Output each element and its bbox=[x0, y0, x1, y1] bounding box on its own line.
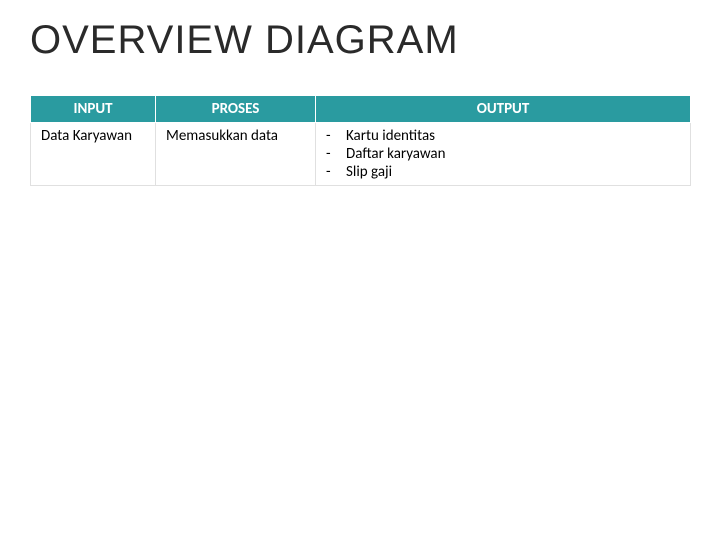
page-title: OVERVIEW DIAGRAM bbox=[30, 18, 459, 63]
cell-output: - Kartu identitas - Daftar karyawan - Sl… bbox=[316, 123, 691, 186]
bullet-icon: - bbox=[326, 127, 334, 145]
cell-proses: Memasukkan data bbox=[156, 123, 316, 186]
output-item: - Kartu identitas bbox=[326, 127, 680, 145]
output-text: Daftar karyawan bbox=[346, 145, 446, 163]
output-text: Slip gaji bbox=[346, 163, 392, 181]
output-item: - Slip gaji bbox=[326, 163, 680, 181]
bullet-icon: - bbox=[326, 145, 334, 163]
col-header-proses: PROSES bbox=[156, 96, 316, 123]
bullet-icon: - bbox=[326, 163, 334, 181]
overview-table: INPUT PROSES OUTPUT Data Karyawan Memasu… bbox=[30, 95, 691, 186]
table-row: Data Karyawan Memasukkan data - Kartu id… bbox=[31, 123, 691, 186]
overview-table-wrap: INPUT PROSES OUTPUT Data Karyawan Memasu… bbox=[30, 95, 690, 186]
col-header-output: OUTPUT bbox=[316, 96, 691, 123]
output-item: - Daftar karyawan bbox=[326, 145, 680, 163]
output-text: Kartu identitas bbox=[346, 127, 435, 145]
col-header-input: INPUT bbox=[31, 96, 156, 123]
cell-input: Data Karyawan bbox=[31, 123, 156, 186]
table-header-row: INPUT PROSES OUTPUT bbox=[31, 96, 691, 123]
